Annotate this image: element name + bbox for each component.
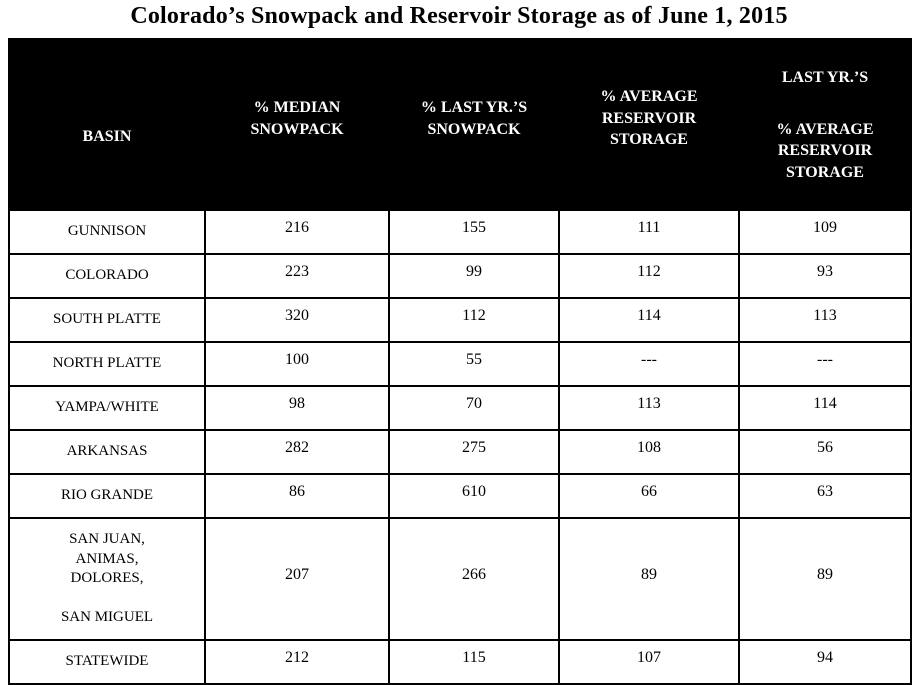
value-cell: 89: [558, 517, 740, 642]
basin-cell: SOUTH PLATTE: [8, 297, 206, 344]
value-cell: 212: [204, 639, 390, 685]
value-cell: 216: [204, 209, 390, 256]
value-cell: 207: [204, 517, 390, 642]
value-cell: 86: [204, 473, 390, 520]
table-row-south-platte: SOUTH PLATTE 320 112 114 113: [8, 297, 912, 344]
basin-cell: YAMPA/WHITE: [8, 385, 206, 432]
value-cell: 108: [558, 429, 740, 476]
basin-cell: RIO GRANDE: [8, 473, 206, 520]
value-cell: 155: [388, 209, 560, 256]
value-cell: 320: [204, 297, 390, 344]
value-cell: 223: [204, 253, 390, 300]
table-row-arkansas: ARKANSAS 282 275 108 56: [8, 429, 912, 476]
basin-cell: ARKANSAS: [8, 429, 206, 476]
header-avg-reservoir-storage: % AVERAGE RESERVOIR STORAGE: [558, 37, 740, 212]
value-cell: 111: [558, 209, 740, 256]
value-cell: 282: [204, 429, 390, 476]
value-cell: 98: [204, 385, 390, 432]
basin-cell: COLORADO: [8, 253, 206, 300]
snowpack-reservoir-table: BASIN % MEDIAN SNOWPACK % LAST YR.’S SNO…: [8, 37, 912, 685]
value-cell: 93: [738, 253, 912, 300]
header-line-sub: % AVERAGE RESERVOIR STORAGE: [776, 120, 874, 181]
table-row-gunnison: GUNNISON 216 155 111 109: [8, 209, 912, 256]
value-cell: 114: [738, 385, 912, 432]
value-cell: 113: [738, 297, 912, 344]
basin-cell: GUNNISON: [8, 209, 206, 256]
header-median-snowpack: % MEDIAN SNOWPACK: [204, 37, 390, 212]
value-cell: ---: [558, 341, 740, 388]
value-cell: 112: [558, 253, 740, 300]
value-cell: 99: [388, 253, 560, 300]
table-row-colorado: COLORADO 223 99 112 93: [8, 253, 912, 300]
value-cell: 66: [558, 473, 740, 520]
value-cell: 113: [558, 385, 740, 432]
value-cell: ---: [738, 341, 912, 388]
header-last-yr-snowpack: % LAST YR.’S SNOWPACK: [388, 37, 560, 212]
value-cell: 107: [558, 639, 740, 685]
table-header: BASIN % MEDIAN SNOWPACK % LAST YR.’S SNO…: [8, 37, 912, 212]
header-line-top: LAST YR.’S: [781, 68, 869, 86]
value-cell: 109: [738, 209, 912, 256]
value-cell: 63: [738, 473, 912, 520]
table-row-yampa-white: YAMPA/WHITE 98 70 113 114: [8, 385, 912, 432]
value-cell: 114: [558, 297, 740, 344]
value-cell: 266: [388, 517, 560, 642]
table-body: GUNNISON 216 155 111 109 COLORADO 223 99…: [8, 209, 912, 685]
table-row-north-platte: NORTH PLATTE 100 55 --- ---: [8, 341, 912, 388]
value-cell: 610: [388, 473, 560, 520]
value-cell: 94: [738, 639, 912, 685]
value-cell: 70: [388, 385, 560, 432]
basin-cell: SAN JUAN, ANIMAS, DOLORES, SAN MIGUEL: [8, 517, 206, 642]
value-cell: 112: [388, 297, 560, 344]
value-cell: 55: [388, 341, 560, 388]
value-cell: 89: [738, 517, 912, 642]
header-basin: BASIN: [8, 37, 206, 212]
page-title: Colorado’s Snowpack and Reservoir Storag…: [130, 3, 788, 29]
value-cell: 56: [738, 429, 912, 476]
table-row-san-juan-animas-dolores-san-miguel: SAN JUAN, ANIMAS, DOLORES, SAN MIGUEL 20…: [8, 517, 912, 642]
table-row-rio-grande: RIO GRANDE 86 610 66 63: [8, 473, 912, 520]
basin-cell: STATEWIDE: [8, 639, 206, 685]
basin-cell: NORTH PLATTE: [8, 341, 206, 388]
value-cell: 115: [388, 639, 560, 685]
value-cell: 275: [388, 429, 560, 476]
header-last-yr-avg-reservoir-storage: LAST YR.’S % AVERAGE RESERVOIR STORAGE: [738, 37, 912, 212]
value-cell: 100: [204, 341, 390, 388]
header-row: BASIN % MEDIAN SNOWPACK % LAST YR.’S SNO…: [8, 37, 912, 212]
table-row-statewide: STATEWIDE 212 115 107 94: [8, 639, 912, 685]
